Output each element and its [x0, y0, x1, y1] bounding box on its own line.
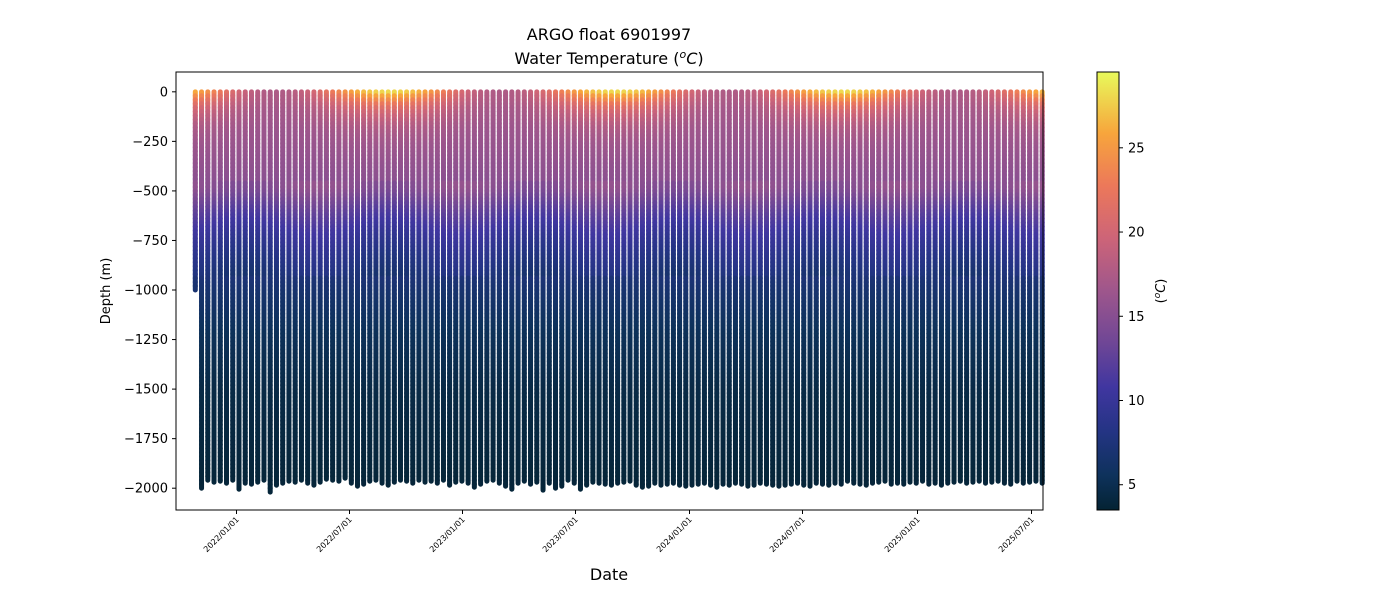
profiles-layer — [192, 89, 1045, 495]
plot-area: 0−250−500−750−1000−1250−1500−1750−2000 2… — [124, 71, 1045, 554]
chart-title-line2: Water Temperature (oC) — [514, 48, 703, 68]
chart-title-line1: ARGO float 6901997 — [527, 25, 691, 44]
